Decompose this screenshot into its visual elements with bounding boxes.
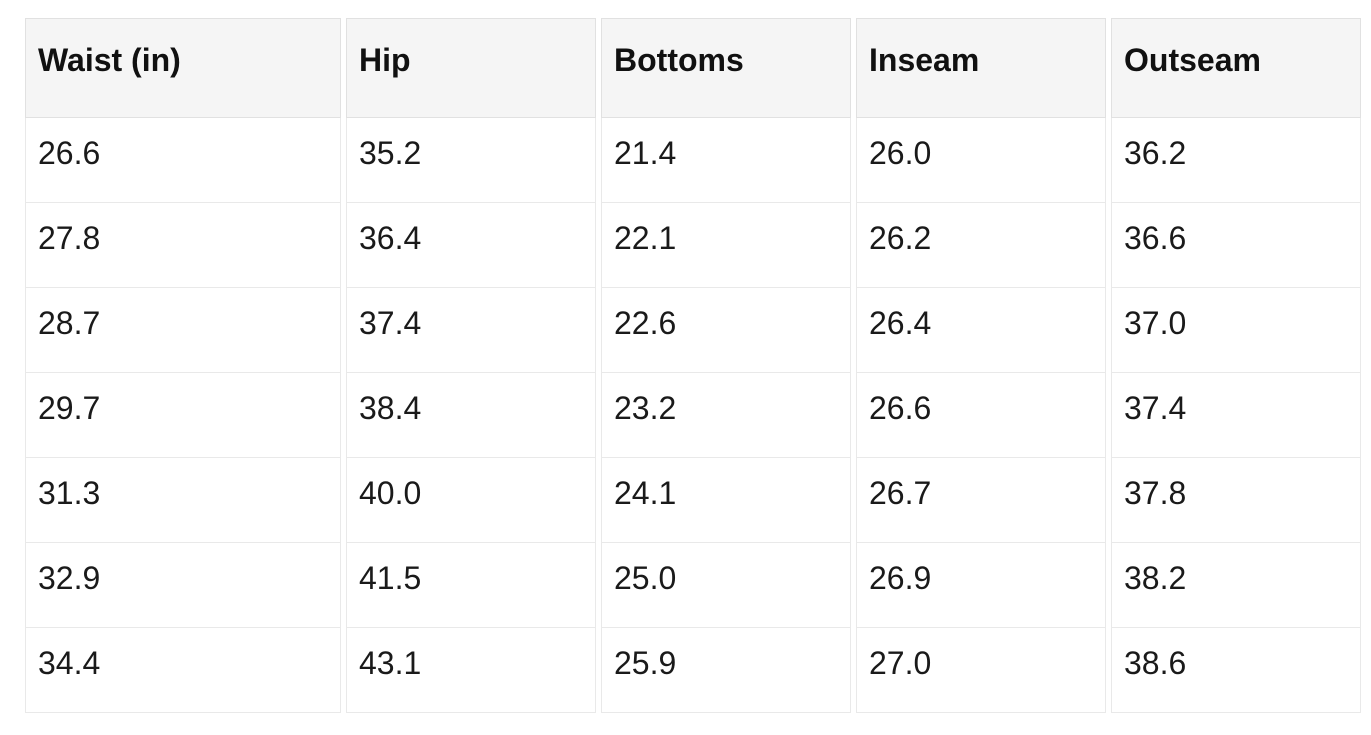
table-cell: 38.4	[346, 373, 596, 458]
table-cell: 41.5	[346, 543, 596, 628]
table-cell: 36.4	[346, 203, 596, 288]
table-cell: 28.7	[25, 288, 341, 373]
table-cell: 26.7	[856, 458, 1106, 543]
table-cell: 32.9	[25, 543, 341, 628]
table-cell: 25.0	[601, 543, 851, 628]
table-cell: 27.0	[856, 628, 1106, 713]
table-cell: 43.1	[346, 628, 596, 713]
table-cell: 26.0	[856, 118, 1106, 203]
table-row: 32.9 41.5 25.0 26.9 38.2	[25, 543, 1361, 628]
column-header-bottoms: Bottoms	[601, 18, 851, 118]
table-body: 26.6 35.2 21.4 26.0 36.2 27.8 36.4 22.1 …	[25, 118, 1361, 713]
size-chart: Waist (in) Hip Bottoms Inseam Outseam 26…	[20, 18, 1366, 713]
table-cell: 36.6	[1111, 203, 1361, 288]
table-cell: 24.1	[601, 458, 851, 543]
table-cell: 35.2	[346, 118, 596, 203]
table-cell: 26.4	[856, 288, 1106, 373]
table-cell: 37.8	[1111, 458, 1361, 543]
table-cell: 37.4	[1111, 373, 1361, 458]
table-row: 29.7 38.4 23.2 26.6 37.4	[25, 373, 1361, 458]
table-row: 27.8 36.4 22.1 26.2 36.6	[25, 203, 1361, 288]
table-row: 26.6 35.2 21.4 26.0 36.2	[25, 118, 1361, 203]
table-cell: 26.6	[25, 118, 341, 203]
table-cell: 22.1	[601, 203, 851, 288]
table-cell: 23.2	[601, 373, 851, 458]
table-cell: 26.6	[856, 373, 1106, 458]
column-header-inseam: Inseam	[856, 18, 1106, 118]
table-cell: 21.4	[601, 118, 851, 203]
column-header-hip: Hip	[346, 18, 596, 118]
table-cell: 31.3	[25, 458, 341, 543]
table-cell: 22.6	[601, 288, 851, 373]
table-cell: 38.2	[1111, 543, 1361, 628]
table-cell: 29.7	[25, 373, 341, 458]
table-cell: 34.4	[25, 628, 341, 713]
table-row: 28.7 37.4 22.6 26.4 37.0	[25, 288, 1361, 373]
table-cell: 38.6	[1111, 628, 1361, 713]
column-header-waist: Waist (in)	[25, 18, 341, 118]
table-cell: 25.9	[601, 628, 851, 713]
table-cell: 26.9	[856, 543, 1106, 628]
table-cell: 40.0	[346, 458, 596, 543]
header-row: Waist (in) Hip Bottoms Inseam Outseam	[25, 18, 1361, 118]
table-cell: 37.4	[346, 288, 596, 373]
table-row: 31.3 40.0 24.1 26.7 37.8	[25, 458, 1361, 543]
table-cell: 27.8	[25, 203, 341, 288]
table-row: 34.4 43.1 25.9 27.0 38.6	[25, 628, 1361, 713]
column-header-outseam: Outseam	[1111, 18, 1361, 118]
size-chart-table: Waist (in) Hip Bottoms Inseam Outseam 26…	[20, 18, 1366, 713]
table-cell: 37.0	[1111, 288, 1361, 373]
table-cell: 26.2	[856, 203, 1106, 288]
table-header: Waist (in) Hip Bottoms Inseam Outseam	[25, 18, 1361, 118]
table-cell: 36.2	[1111, 118, 1361, 203]
